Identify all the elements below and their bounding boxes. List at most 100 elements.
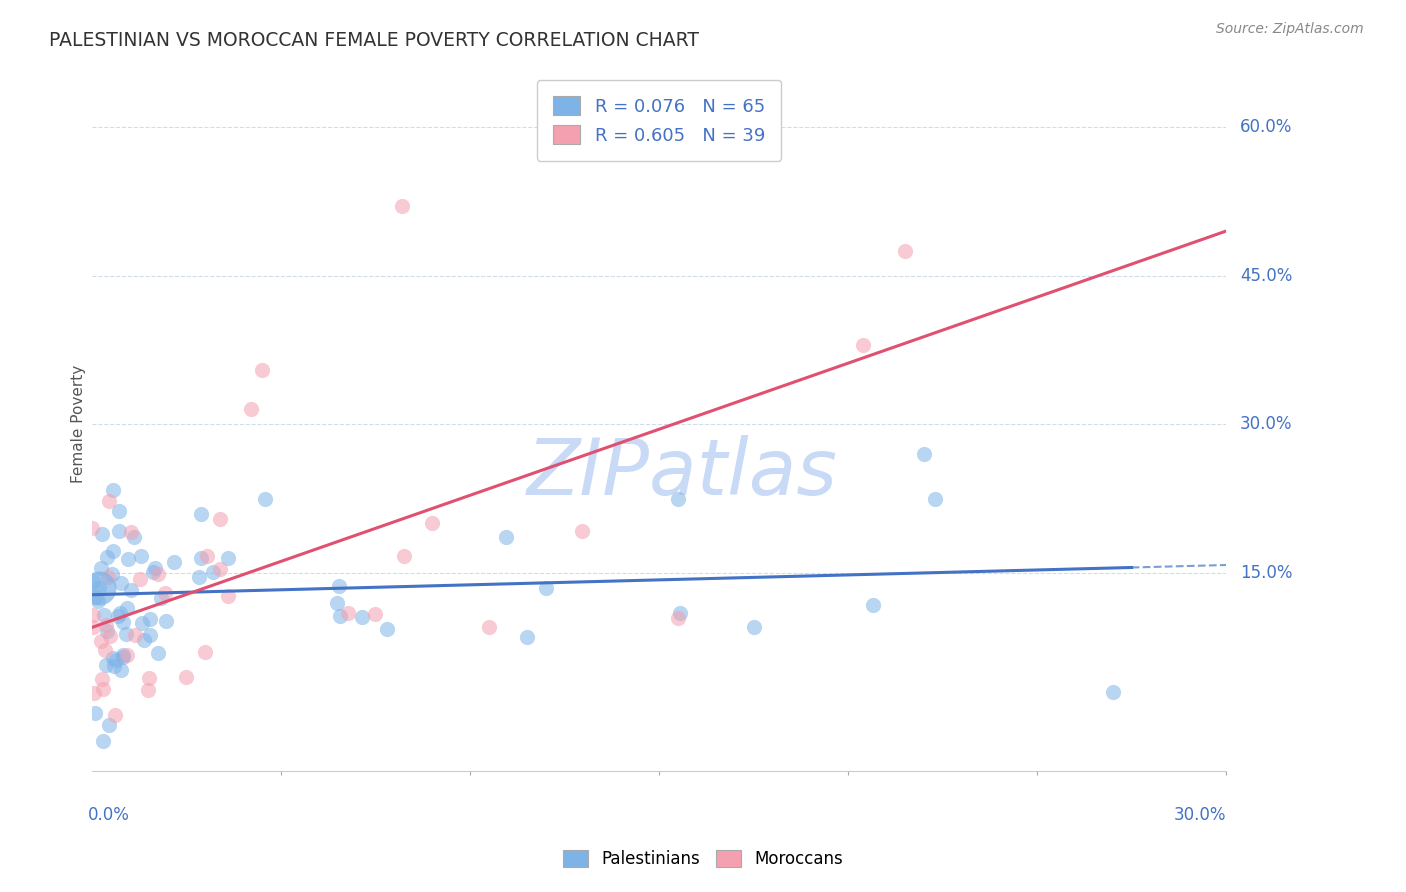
- Point: [120, 525, 142, 540]
- Point: [163, 555, 186, 569]
- Point: [1101, 685, 1123, 699]
- Text: Source: ZipAtlas.com: Source: ZipAtlas.com: [1216, 22, 1364, 37]
- Point: [84, 590, 107, 604]
- Point: [94, 642, 117, 657]
- Point: [82, 620, 104, 634]
- Point: [117, 552, 139, 566]
- Point: [89, 581, 111, 595]
- Point: [124, 628, 146, 642]
- Point: [328, 579, 350, 593]
- Point: [149, 591, 172, 606]
- Legend: R = 0.076   N = 65, R = 0.605   N = 39: R = 0.076 N = 65, R = 0.605 N = 39: [537, 79, 782, 161]
- Point: [105, 653, 128, 667]
- Point: [114, 627, 136, 641]
- Text: 15.0%: 15.0%: [1240, 564, 1292, 582]
- Point: [91, 682, 114, 697]
- Point: [98, 629, 121, 643]
- Point: [202, 566, 225, 580]
- Point: [209, 512, 232, 526]
- Point: [91, 734, 114, 748]
- Point: [97, 569, 120, 583]
- Point: [100, 566, 122, 581]
- Point: [143, 561, 166, 575]
- Point: [84, 706, 107, 720]
- Point: [132, 633, 155, 648]
- Point: [478, 620, 501, 634]
- Point: [87, 594, 110, 608]
- Point: [112, 649, 135, 664]
- Point: [912, 447, 935, 461]
- Point: [534, 581, 557, 595]
- Point: [115, 600, 138, 615]
- Point: [217, 589, 239, 603]
- Point: [98, 718, 121, 732]
- Point: [108, 606, 131, 620]
- Point: [120, 583, 142, 598]
- Text: 45.0%: 45.0%: [1240, 267, 1292, 285]
- Y-axis label: Female Poverty: Female Poverty: [72, 365, 86, 483]
- Point: [392, 549, 415, 563]
- Point: [254, 492, 277, 507]
- Point: [217, 551, 239, 566]
- Text: 60.0%: 60.0%: [1240, 118, 1292, 136]
- Point: [208, 562, 231, 576]
- Point: [666, 610, 689, 624]
- Text: PALESTINIAN VS MOROCCAN FEMALE POVERTY CORRELATION CHART: PALESTINIAN VS MOROCCAN FEMALE POVERTY C…: [49, 31, 699, 50]
- Point: [138, 611, 160, 625]
- Point: [96, 624, 118, 638]
- Point: [90, 561, 112, 575]
- Point: [108, 524, 131, 538]
- Point: [862, 598, 884, 612]
- Point: [155, 586, 177, 600]
- Point: [142, 566, 165, 580]
- Point: [129, 572, 152, 586]
- Point: [190, 507, 212, 521]
- Text: 30.0%: 30.0%: [1240, 416, 1292, 434]
- Point: [326, 596, 349, 610]
- Point: [364, 607, 387, 621]
- Point: [108, 503, 131, 517]
- Point: [155, 614, 177, 628]
- Point: [420, 516, 443, 530]
- Point: [112, 648, 135, 663]
- Point: [516, 631, 538, 645]
- Point: [111, 615, 134, 629]
- Point: [91, 526, 114, 541]
- Point: [129, 549, 152, 563]
- Point: [110, 663, 132, 677]
- Point: [96, 618, 118, 632]
- Point: [337, 606, 360, 620]
- Point: [94, 658, 117, 673]
- Point: [96, 550, 118, 565]
- Point: [122, 530, 145, 544]
- Point: [924, 491, 946, 506]
- Point: [97, 494, 120, 508]
- Point: [138, 671, 160, 685]
- Point: [139, 628, 162, 642]
- Point: [103, 659, 125, 673]
- Point: [82, 574, 104, 588]
- Point: [571, 524, 593, 539]
- Point: [195, 549, 218, 564]
- Point: [350, 609, 373, 624]
- Text: 30.0%: 30.0%: [1174, 805, 1226, 824]
- Point: [188, 570, 211, 584]
- Point: [495, 530, 517, 544]
- Text: ZIPatlas: ZIPatlas: [526, 434, 837, 511]
- Point: [107, 608, 129, 623]
- Point: [742, 620, 765, 634]
- Point: [852, 338, 875, 352]
- Point: [669, 606, 692, 620]
- Point: [329, 609, 352, 624]
- Point: [90, 634, 112, 648]
- Point: [117, 648, 139, 663]
- Text: 0.0%: 0.0%: [89, 805, 129, 824]
- Point: [91, 672, 114, 686]
- Point: [239, 402, 262, 417]
- Point: [82, 521, 104, 535]
- Point: [666, 491, 689, 506]
- Point: [148, 646, 170, 660]
- Point: [146, 567, 169, 582]
- Point: [93, 607, 115, 622]
- Point: [131, 616, 153, 631]
